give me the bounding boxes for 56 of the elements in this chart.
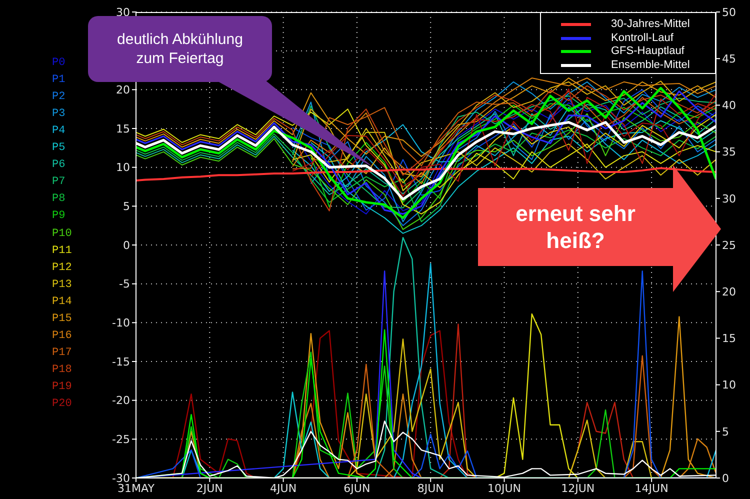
x-tick-label: 4JUN xyxy=(270,482,297,495)
x-tick-label: 10JUN xyxy=(487,482,522,495)
y2-tick-label: 30 xyxy=(722,192,736,206)
text: P17 xyxy=(52,346,72,359)
y2-tick-label: 20 xyxy=(722,286,736,299)
y2-tick-label: 40 xyxy=(722,99,736,112)
y2-tick-label: 50 xyxy=(722,6,736,19)
x-tick-label: 12JUN xyxy=(561,482,595,495)
y2-tick-label: 5 xyxy=(722,425,729,438)
y2-tick-label: 25 xyxy=(722,238,736,252)
text: P7 xyxy=(52,176,66,188)
text: P3 xyxy=(52,108,66,120)
text: P0 xyxy=(52,57,66,69)
legend-label: 30-Jahres-Mittel xyxy=(611,18,690,31)
y2-tick-label: 35 xyxy=(722,146,736,159)
text: P14 xyxy=(52,296,72,308)
annotation: deutlich Abkühlung zum Feiertag xyxy=(116,30,244,68)
legend-label: Ensemble-Mittel xyxy=(611,58,690,72)
x-tick-label: 6JUN xyxy=(344,482,370,495)
text: P15 xyxy=(52,312,72,325)
text: P1 xyxy=(52,74,66,86)
y-tick-label: -5 xyxy=(119,278,130,291)
text: P18 xyxy=(52,364,72,376)
y-tick-label: 5 xyxy=(123,200,130,214)
legend-label: GFS-Hauptlauf xyxy=(611,45,684,58)
y2-tick-label: 10 xyxy=(722,378,736,392)
text: P12 xyxy=(52,262,72,274)
y2-tick-label: 15 xyxy=(722,332,736,346)
y-tick-label: 30 xyxy=(116,6,130,19)
y2-tick-label: 45 xyxy=(722,52,736,66)
text: P11 xyxy=(52,244,72,257)
annotation: erneut sehr heiß? xyxy=(514,200,636,254)
text: P16 xyxy=(52,330,72,342)
y-tick-label: -25 xyxy=(112,433,130,446)
text: P20 xyxy=(52,398,72,410)
text: P4 xyxy=(52,125,66,138)
text: P9 xyxy=(52,210,66,222)
text: P2 xyxy=(52,91,66,104)
y-tick-label: 10 xyxy=(116,161,130,174)
y2-tick-label: 0 xyxy=(722,472,729,485)
legend-label: Kontroll-Lauf xyxy=(611,32,674,44)
y-tick-label: 15 xyxy=(116,122,130,136)
text: P13 xyxy=(52,278,72,291)
text: P19 xyxy=(52,380,72,393)
x-tick-label: 14JUN xyxy=(634,482,668,495)
text: P6 xyxy=(52,159,66,172)
y-tick-label: -20 xyxy=(112,394,130,408)
y-tick-label: -15 xyxy=(112,355,130,368)
y-tick-label: 0 xyxy=(123,238,130,252)
text: P8 xyxy=(52,193,66,206)
text: P10 xyxy=(52,228,72,240)
x-tick-label: 2JUN xyxy=(196,482,223,495)
y-tick-label: -10 xyxy=(112,316,130,330)
text: P5 xyxy=(52,142,66,154)
y-tick-label: 20 xyxy=(116,84,130,97)
x-tick-label: 8JUN xyxy=(417,482,444,495)
